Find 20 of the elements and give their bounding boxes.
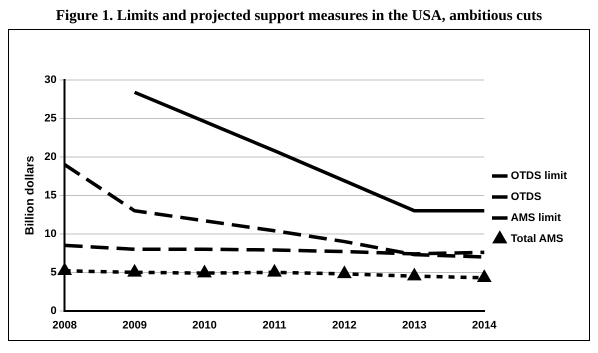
x-tick-label: 2008	[52, 319, 77, 332]
y-tick-label: 30	[44, 74, 57, 86]
x-tick-label: 2013	[402, 319, 427, 332]
x-tick-label: 2014	[472, 319, 498, 332]
legend-label: Total AMS	[510, 233, 564, 246]
y-tick-label: 20	[44, 150, 57, 163]
x-tick-label: 2009	[122, 319, 147, 332]
x-tick-label: 2011	[262, 319, 286, 332]
legend-label: OTDS limit	[510, 170, 568, 182]
y-tick-label: 5	[50, 266, 57, 278]
x-tick-label: 2010	[192, 319, 217, 332]
y-tick-label: 25	[44, 112, 57, 124]
y-tick-label: 0	[50, 304, 57, 317]
x-tick-label: 2012	[332, 319, 357, 332]
y-tick-label: 10	[44, 228, 57, 240]
y-axis-title: Billion dollars	[22, 155, 37, 236]
y-tick-label: 15	[44, 189, 57, 202]
chart-title: Figure 1. Limits and projected support measures in the USA, ambitious cuts	[54, 8, 544, 25]
legend-label: OTDS	[510, 191, 542, 204]
legend-label: AMS limit	[510, 212, 562, 224]
